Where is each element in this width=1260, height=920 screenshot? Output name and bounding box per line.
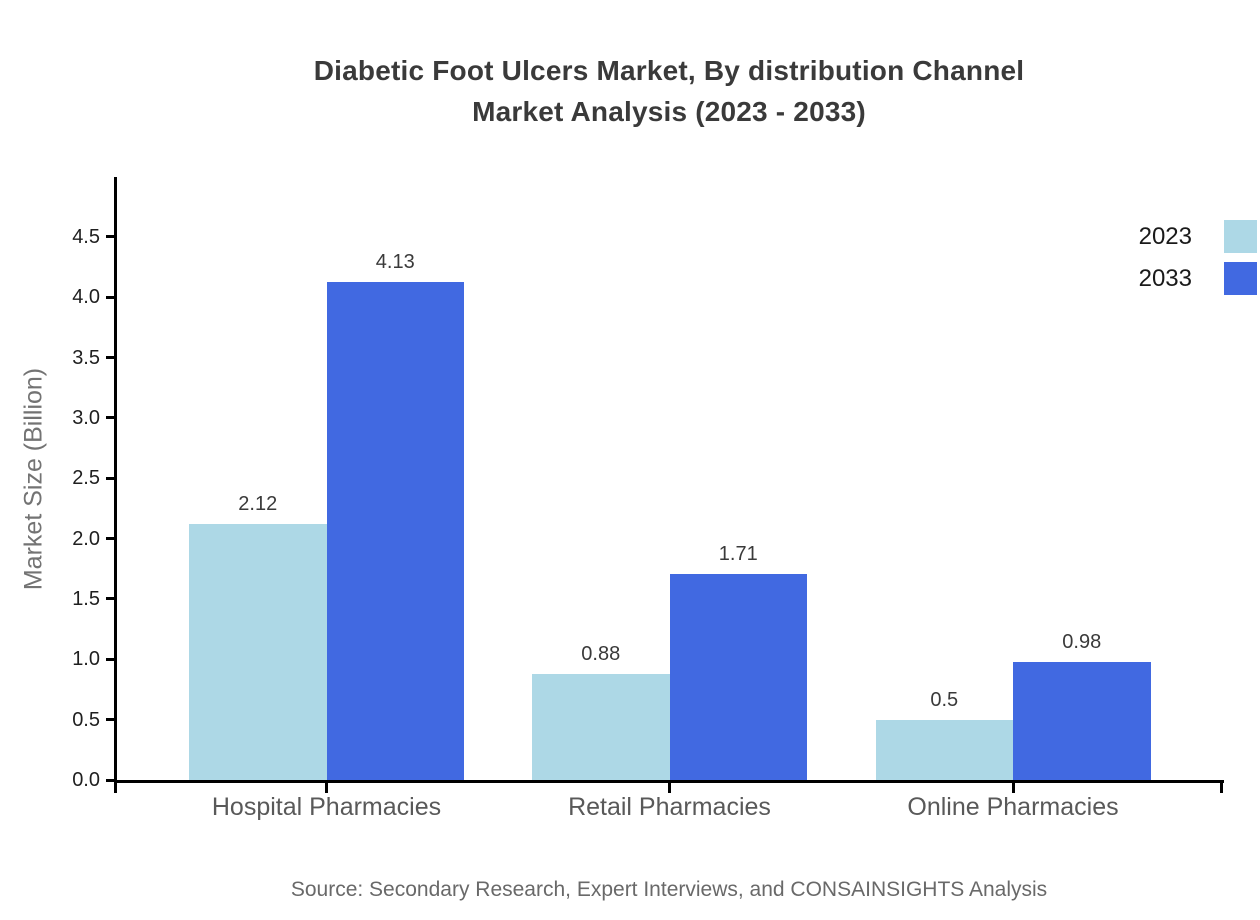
x-category-label-online-pharmacies: Online Pharmacies (907, 793, 1119, 821)
chart-title-line-1: Diabetic Foot Ulcers Market, By distribu… (313, 55, 1025, 86)
y-tick-label: 4.5 (72, 225, 100, 248)
bar-value-label: 0.5 (930, 688, 959, 711)
bar-value-label: 0.88 (581, 642, 621, 665)
y-tick-label: 3.5 (72, 346, 100, 369)
y-tick-mark (106, 597, 117, 601)
y-tick-mark (106, 356, 117, 360)
y-tick-label: 0.0 (72, 769, 100, 791)
bar-2033-hospital-pharmacies (326, 281, 464, 780)
bar-2023-hospital-pharmacies (189, 524, 327, 780)
y-tick-label: 2.5 (72, 467, 100, 490)
bar-2023-retail-pharmacies (532, 673, 670, 780)
legend-swatch (1224, 220, 1257, 253)
source-note: Source: Secondary Research, Expert Inter… (290, 878, 1048, 901)
bar-2033-online-pharmacies (1013, 661, 1151, 780)
bar-value-label: 2.12 (238, 493, 278, 516)
bar-value-label: 0.98 (1062, 630, 1102, 653)
legend-label: 2023 (1138, 222, 1192, 250)
legend-label: 2033 (1138, 264, 1192, 292)
bar-2033-retail-pharmacies (669, 573, 807, 780)
y-tick-label: 3.0 (72, 406, 100, 429)
legend-item-2023: 2023 (1139, 220, 1257, 253)
bar-value-label: 4.13 (375, 250, 415, 273)
y-tick-mark (106, 295, 117, 299)
y-tick-mark (106, 718, 117, 722)
bar-value-label: 1.71 (718, 542, 758, 565)
x-tick-mark (1011, 783, 1015, 793)
bar-2023-online-pharmacies (875, 719, 1013, 780)
y-tick-label: 0.5 (72, 708, 100, 731)
x-category-label-retail-pharmacies: Retail Pharmacies (568, 793, 771, 821)
x-tick-mark (114, 783, 117, 793)
x-tick-mark (325, 783, 328, 793)
legend-item-2033: 2033 (1139, 262, 1257, 295)
legend: 2023 2033 (1139, 220, 1257, 295)
y-tick-mark (106, 778, 117, 782)
x-tick-mark (668, 783, 671, 793)
y-tick-label: 1.5 (72, 587, 100, 610)
y-tick-mark (106, 476, 117, 480)
x-tick-mark (1219, 783, 1223, 793)
x-axis-line (114, 780, 1224, 783)
x-category-label-hospital-pharmacies: Hospital Pharmacies (211, 793, 442, 821)
y-tick-mark (106, 235, 117, 239)
y-tick-label: 4.0 (72, 286, 100, 309)
y-axis-spine (114, 177, 117, 783)
y-tick-mark (106, 537, 117, 541)
page-title: Diabetic Foot Ulcers Market, By distribu… (57, 50, 1260, 132)
legend-swatch (1224, 262, 1257, 295)
y-tick-mark (106, 416, 117, 420)
chart-title-line-2: Market Analysis (2023 - 2033) (472, 96, 866, 127)
y-tick-mark (106, 657, 117, 661)
y-tick-label: 2.0 (72, 527, 100, 550)
y-tick-label: 1.0 (72, 648, 100, 671)
